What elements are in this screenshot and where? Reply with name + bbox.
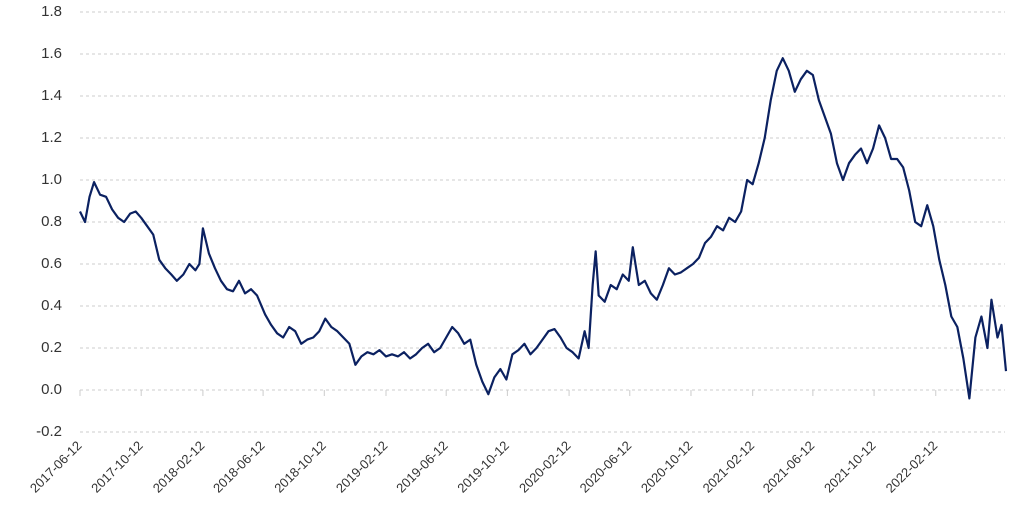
y-tick-label: 1.2 — [41, 129, 62, 146]
x-tick-label: 2020-06-12 — [577, 438, 635, 496]
x-tick-label: 2019-02-12 — [333, 438, 391, 496]
y-tick-label: 0.8 — [41, 213, 62, 230]
x-tick-label: 2019-10-12 — [454, 438, 512, 496]
y-tick-label: 0.0 — [41, 381, 62, 398]
y-tick-label: -0.2 — [36, 423, 62, 440]
x-tick-label: 2018-06-12 — [210, 438, 268, 496]
y-tick-label: 1.4 — [41, 87, 62, 104]
x-tick-label: 2022-02-12 — [883, 438, 941, 496]
x-tick-label: 2017-06-12 — [27, 438, 85, 496]
x-tick-label: 2018-02-12 — [150, 438, 208, 496]
y-tick-label: 0.4 — [41, 297, 62, 314]
x-tick-label: 2021-06-12 — [760, 438, 818, 496]
y-tick-label: 1.8 — [41, 3, 62, 20]
x-tick-label: 2021-10-12 — [821, 438, 879, 496]
y-tick-label: 0.6 — [41, 255, 62, 272]
x-tick-label: 2020-10-12 — [638, 438, 696, 496]
x-tick-label: 2019-06-12 — [393, 438, 451, 496]
data-line — [79, 57, 1008, 400]
x-tick-label: 2020-02-12 — [516, 438, 574, 496]
x-tick-label: 2017-10-12 — [88, 438, 146, 496]
x-tick-label: 2018-10-12 — [271, 438, 329, 496]
x-tick-label: 2021-02-12 — [700, 438, 758, 496]
y-tick-label: 1.6 — [41, 45, 62, 62]
y-tick-label: 0.2 — [41, 339, 62, 356]
y-tick-label: 1.0 — [41, 171, 62, 188]
